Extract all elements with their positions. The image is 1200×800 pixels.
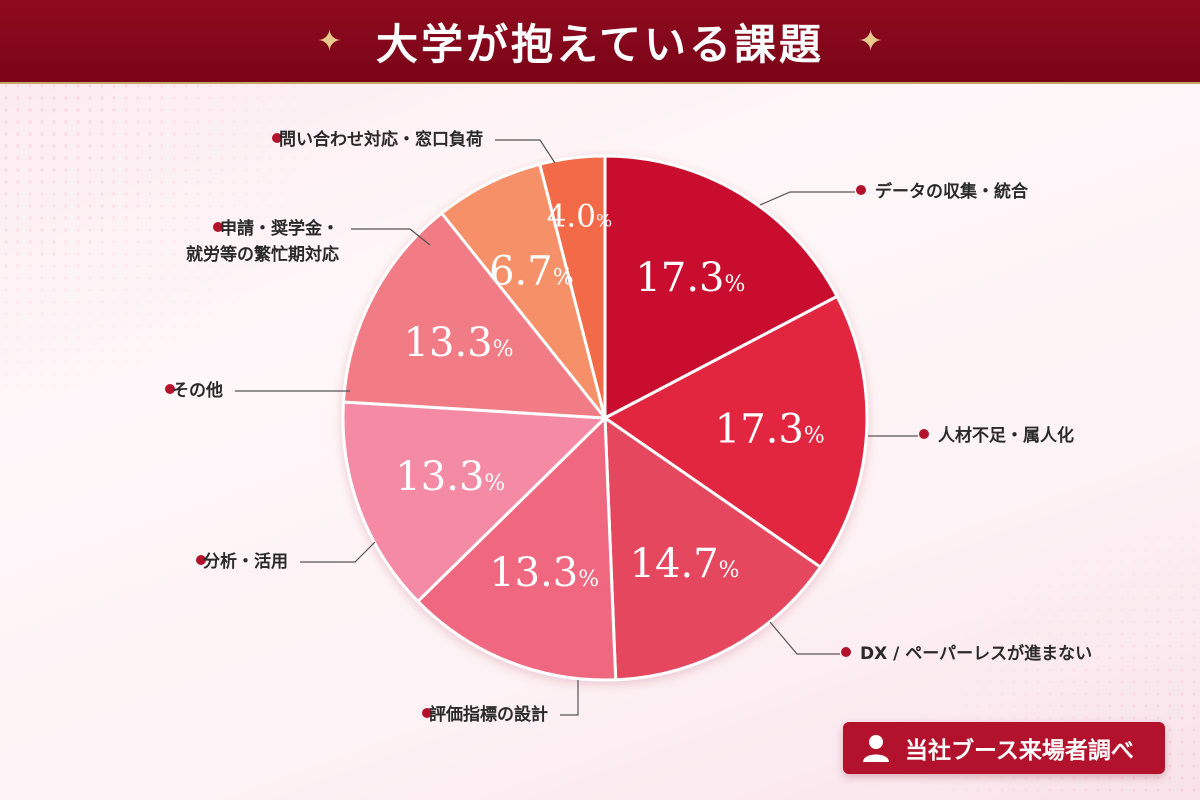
- category-label: 申請・奨学金・就労等の繁忙期対応: [186, 218, 339, 265]
- pie-slices: [341, 154, 869, 682]
- pie-slice: [603, 415, 823, 682]
- legend-dot: [856, 185, 866, 195]
- category-label: 人材不足・属人化: [938, 425, 1074, 446]
- category-label: 評価指標の設計: [429, 704, 548, 725]
- leader-line: [300, 541, 376, 563]
- category-label: DX / ペーパーレスが進まない: [860, 643, 1092, 664]
- leader-line: [759, 191, 855, 206]
- slice-value-label: 13.3%: [489, 550, 599, 596]
- pie-slice: [537, 154, 607, 419]
- slice-value-label: 6.7%: [489, 249, 574, 295]
- legend-dot: [272, 133, 282, 143]
- slice-value-label: 13.3%: [395, 454, 505, 500]
- slice-value-label: 13.3%: [404, 320, 514, 366]
- pie-slice: [341, 400, 609, 604]
- legend-dot: [422, 708, 432, 718]
- slice-value-label: 17.3%: [635, 255, 745, 301]
- sparkle-icon: ✦: [316, 23, 343, 59]
- leader-line: [495, 139, 556, 164]
- slice-value-label: 14.7%: [630, 541, 740, 587]
- legend-dot: [213, 222, 223, 232]
- sparkle-icon: ✦: [857, 23, 884, 59]
- category-label: 分析・活用: [203, 551, 288, 572]
- leader-line: [769, 621, 840, 655]
- person-icon: [863, 735, 889, 762]
- legend-dot: [919, 429, 929, 439]
- pie-slice: [603, 154, 840, 421]
- badge-label: 当社ブース来場者調べ: [905, 738, 1134, 764]
- legend-dot: [196, 555, 206, 565]
- pie-slice: [602, 294, 869, 570]
- pie-slice: [415, 414, 618, 682]
- pie-slice: [439, 162, 607, 419]
- header-banner: ✦ 大学が抱えている課題 ✦: [0, 0, 1200, 84]
- legend-dot: [165, 384, 175, 394]
- legend-dot: [841, 647, 851, 657]
- category-label: データの収集・統合: [875, 181, 1029, 202]
- leader-line: [560, 680, 579, 716]
- category-label: その他: [172, 380, 223, 401]
- category-label: 問い合わせ対応・窓口負荷: [279, 129, 483, 150]
- slice-value-label: 17.3%: [715, 407, 825, 453]
- pie-slice: [341, 211, 609, 420]
- slice-value-label: 4.0%: [547, 198, 612, 234]
- page-title: 大学が抱えている課題: [376, 19, 824, 69]
- leader-line: [351, 228, 431, 246]
- survey-source-badge: 当社ブース来場者調べ: [843, 722, 1165, 774]
